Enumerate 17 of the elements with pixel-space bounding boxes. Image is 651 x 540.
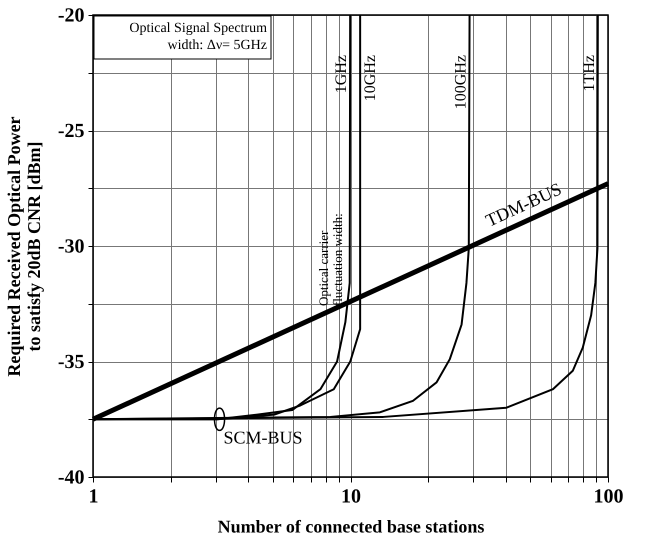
text: 10GHz <box>362 55 380 102</box>
x-axis-title: Number of connected base stations <box>218 516 484 536</box>
annotation: Optical Signal Spectrum width: Δν= 5GHz <box>129 21 268 53</box>
y-axis-title: Required Received Optical Power to satisfy 20dB CNR [dBm] <box>4 116 44 377</box>
x-tick-label: 100 <box>594 486 624 508</box>
y-tick-label: -20 <box>58 4 84 26</box>
y-tick-label: -30 <box>58 236 84 258</box>
text: 1THz <box>580 55 598 92</box>
x-tick-label: 1 <box>88 486 98 508</box>
y-tick-label: -35 <box>58 351 84 373</box>
annotation: Optical carrier fluctuation width: <box>316 213 345 306</box>
x-tick-label: 10 <box>341 486 361 508</box>
annotation: SCM-BUS <box>224 427 303 448</box>
y-tick-label: -40 <box>58 466 84 488</box>
text: 1GHz <box>333 55 350 94</box>
y-tick-label: -25 <box>58 120 84 142</box>
text: 100GHz <box>452 55 470 110</box>
